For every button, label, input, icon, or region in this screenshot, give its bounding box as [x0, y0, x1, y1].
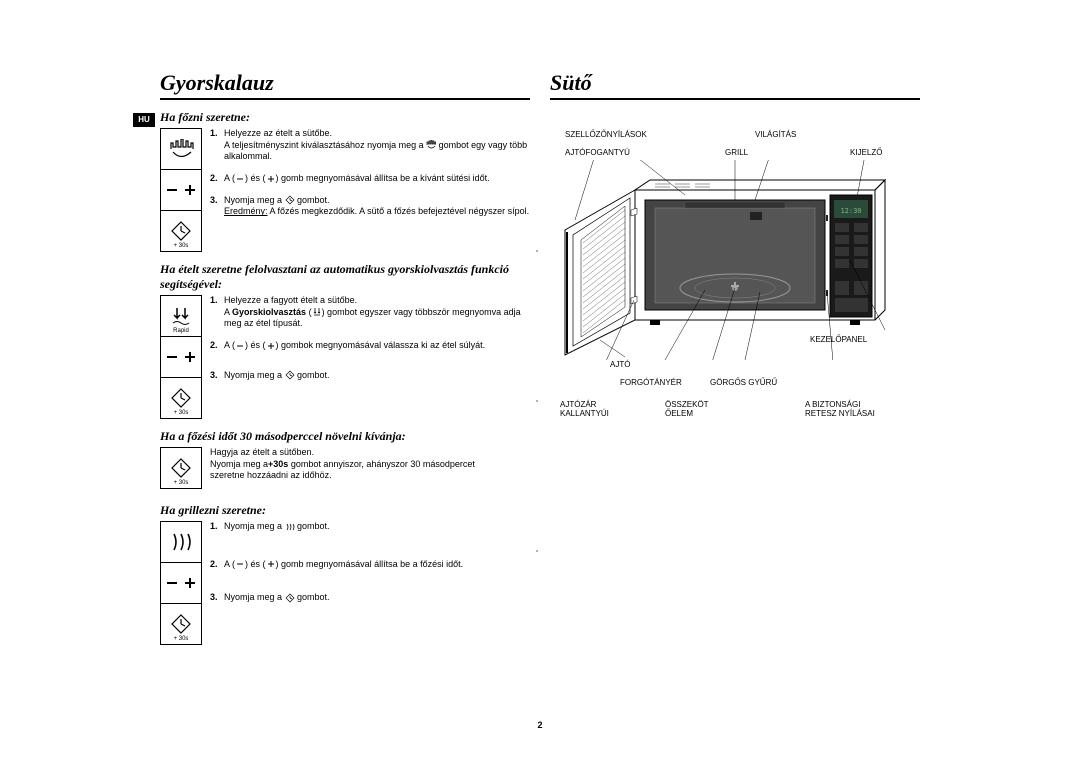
step-text: Helyezze a fagyott ételt a sütőbe.A Gyor… — [224, 295, 530, 330]
right-column: Sütő SZELLŐZŐNYÍLÁSOK VILÁGÍTÁS AJTÓFOGA… — [550, 70, 920, 110]
lang-badge: HU — [133, 113, 155, 127]
minus-plus-icon — [160, 562, 202, 604]
sub-30s: + 30s — [174, 243, 189, 249]
start-icon: + 30s — [160, 447, 202, 489]
start-icon: + 30s — [160, 210, 202, 252]
step-text: Helyezze az ételt a sütőbe.A teljesítmén… — [224, 128, 530, 163]
power-icon — [160, 128, 202, 170]
step-num: 2. — [210, 173, 224, 185]
step-num: 3. — [210, 195, 224, 218]
label-osszekot: ÖSSZEKÖTŐELEM — [665, 400, 709, 418]
svg-text:12:30: 12:30 — [840, 207, 861, 215]
step-text: Nyomja meg a gombot. — [224, 521, 530, 533]
sub-rapid: Rapid — [173, 328, 189, 334]
label-kijelzo: KIJELZŐ — [850, 148, 882, 157]
step-text: A () és () gombok megnyomásával válassza… — [224, 340, 530, 352]
sec3-text: Hagyja az ételt a sütőben.Nyomja meg a+3… — [210, 447, 530, 482]
label-ajto: AJTÓ — [610, 360, 630, 369]
sec1-heading: Ha főzni szeretne: — [160, 110, 530, 125]
start-icon: + 30s — [160, 377, 202, 419]
step-text: A () és () gomb megnyomásával állítsa be… — [224, 173, 530, 185]
step-num: 1. — [210, 521, 224, 533]
label-ajtozar: AJTÓZÁRKALLANTYÚI — [560, 400, 609, 418]
sec3-heading: Ha a főzési időt 30 másodperccel növelni… — [160, 429, 530, 444]
label-biztons: A BIZTONSÁGIRETESZ NYÍLÁSAI — [805, 400, 875, 418]
page-number: 2 — [537, 720, 542, 730]
rapid-defrost-icon: Rapid — [160, 295, 202, 337]
sec2-heading: Ha ételt szeretne felolvasztani az autom… — [160, 262, 530, 292]
left-column: Gyorskalauz Ha főzni szeretne: + 30s 1.H… — [160, 70, 530, 649]
step-text: Nyomja meg a gombot.Eredmény: A főzés me… — [224, 195, 530, 218]
label-szellozo: SZELLŐZŐNYÍLÁSOK — [565, 130, 647, 139]
label-ajtofog: AJTÓFOGANTYÚ — [565, 148, 630, 157]
sub-30s: + 30s — [174, 410, 189, 416]
left-title: Gyorskalauz — [160, 70, 530, 100]
step-text: Nyomja meg a gombot. — [224, 592, 530, 604]
microwave-svg: 12:30 — [555, 160, 895, 360]
label-kezelo: KEZELŐPANEL — [810, 335, 867, 344]
label-forgo: FORGÓTÁNYÉR — [620, 378, 682, 387]
sec4-heading: Ha grillezni szeretne: — [160, 503, 530, 518]
minus-plus-icon — [160, 336, 202, 378]
step-num: 1. — [210, 128, 224, 163]
grill-icon — [160, 521, 202, 563]
start-icon: + 30s — [160, 603, 202, 645]
label-gorgos: GÖRGŐS GYŰRŰ — [710, 378, 777, 387]
step-num: 3. — [210, 592, 224, 604]
step-num: 3. — [210, 370, 224, 382]
sec1-icons: + 30s — [160, 128, 202, 251]
step-num: 1. — [210, 295, 224, 330]
step-num: 2. — [210, 340, 224, 352]
label-vilagitas: VILÁGÍTÁS — [755, 130, 796, 139]
step-text: A () és () gomb megnyomásával állítsa be… — [224, 559, 530, 571]
sub-30s: + 30s — [174, 480, 189, 486]
sub-30s: + 30s — [174, 636, 189, 642]
sec2-icons: Rapid + 30s — [160, 295, 202, 418]
sec4-icons: + 30s — [160, 521, 202, 644]
right-title: Sütő — [550, 70, 920, 100]
sec3-icons: + 30s — [160, 447, 202, 488]
step-num: 2. — [210, 559, 224, 571]
minus-plus-icon — [160, 169, 202, 211]
label-grill: GRILL — [725, 148, 748, 157]
step-text: Nyomja meg a gombot. — [224, 370, 530, 382]
